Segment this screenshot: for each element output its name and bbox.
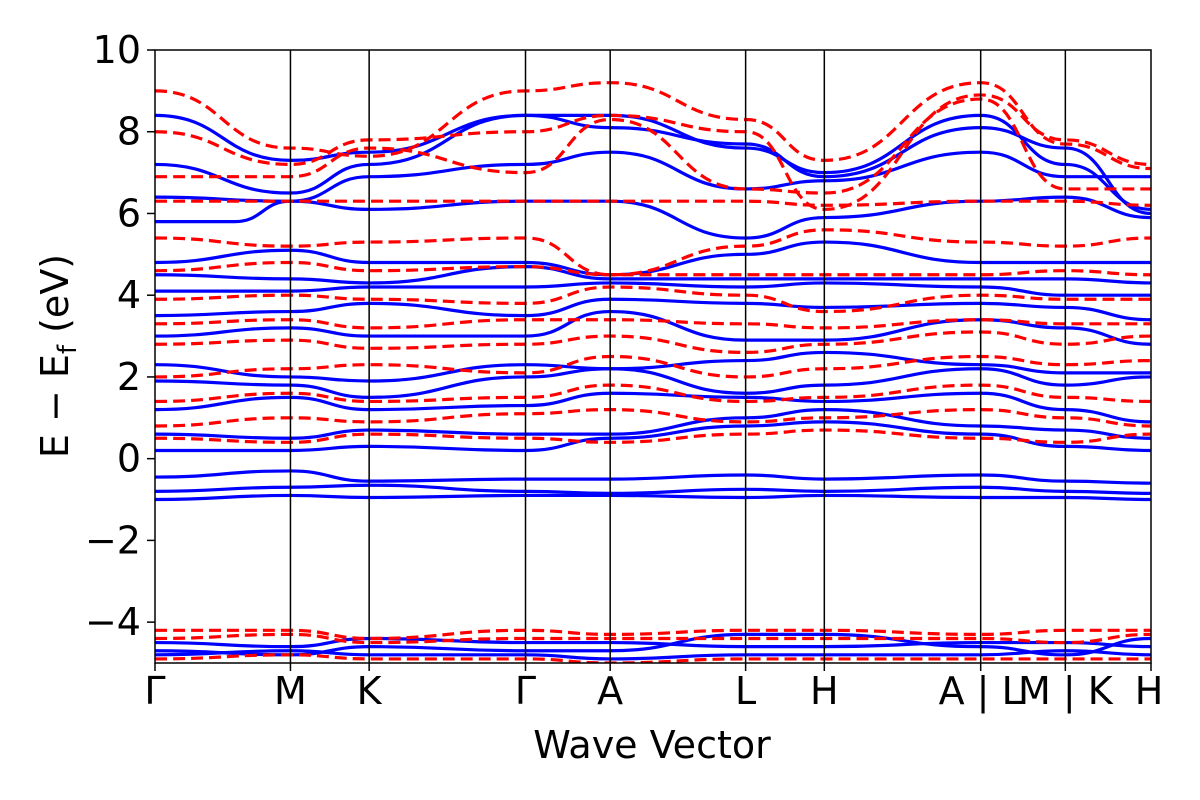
solid-band-line-4 [155, 408, 1151, 440]
dashed-band-line-32 [155, 81, 1151, 171]
y-tick-label: 2 [117, 355, 141, 399]
solid-band-line-12 [155, 240, 1151, 277]
x-axis-label: Wave Vector [533, 723, 771, 767]
y-tick-label: −4 [85, 600, 141, 644]
x-tick-label: M [274, 669, 307, 713]
dashed-band-line-31 [155, 93, 1151, 211]
y-tick-label: 10 [93, 28, 141, 72]
y-axis-label-unit: (eV) [33, 254, 77, 345]
plot-frame [154, 49, 1152, 664]
y-tick-label: 0 [117, 437, 141, 481]
y-axis-label: E − Ef (eV) [33, 254, 83, 458]
dashed-band-line-24 [155, 330, 1151, 355]
dashed-band-line-28 [155, 228, 1151, 277]
dashed-band-line-21 [155, 408, 1151, 428]
dashed-band-line-27 [155, 260, 1151, 277]
y-tick-label: 8 [117, 110, 141, 154]
dashed-band-line-30 [155, 97, 1151, 195]
x-tick-label: M | K [1018, 669, 1114, 714]
kpath-divider-layer [289, 50, 1067, 663]
y-tick-label: −2 [85, 518, 141, 562]
dashed-band-line-35 [155, 653, 1151, 663]
x-tick-label: A [597, 669, 623, 713]
solid-band-line-18 [155, 636, 1151, 649]
solid-band-line-19 [155, 649, 1151, 661]
y-axis-label-main: E − E [33, 354, 77, 458]
dashed-band-line-25 [155, 318, 1151, 330]
dashed-band-line-33 [155, 628, 1151, 641]
solid-band-line-11 [155, 264, 1151, 285]
dashed-band-line-34 [155, 632, 1151, 645]
x-tick-label: A | L [939, 669, 1023, 714]
solid-band-line-16 [155, 113, 1151, 216]
y-tick-label: 4 [117, 273, 141, 317]
solid-band-line-7 [155, 350, 1151, 383]
y-axis-label-subscript: f [53, 344, 83, 354]
x-tick-label: K [357, 669, 383, 713]
solid-band-line-6 [155, 367, 1151, 399]
x-tick-label: H [1135, 669, 1164, 713]
x-tick-label: Γ [144, 669, 165, 713]
series-layer [155, 81, 1151, 663]
x-tick-label: H [810, 669, 839, 713]
y-tick-label: 6 [117, 191, 141, 235]
solid-band-line-14 [155, 150, 1151, 203]
x-axis-ticks: Γ M K Γ A L H A | LM | K H [144, 663, 1163, 714]
solid-band-line-1 [155, 483, 1151, 496]
x-tick-label: L [735, 669, 756, 713]
x-tick-label: Γ [515, 669, 536, 713]
dashed-band-line-23 [155, 354, 1151, 379]
solid-band-line-0 [155, 493, 1151, 502]
y-axis-ticks: −4 −2 0 2 4 6 8 10 [85, 28, 155, 644]
solid-band-line-9 [155, 297, 1151, 322]
solid-band-line-3 [155, 420, 1151, 453]
solid-band-line-2 [155, 469, 1151, 485]
solid-band-line-13 [155, 195, 1151, 240]
dashed-band-line-20 [155, 428, 1151, 444]
solid-band-line-10 [155, 281, 1151, 297]
solid-band-line-5 [155, 391, 1151, 424]
